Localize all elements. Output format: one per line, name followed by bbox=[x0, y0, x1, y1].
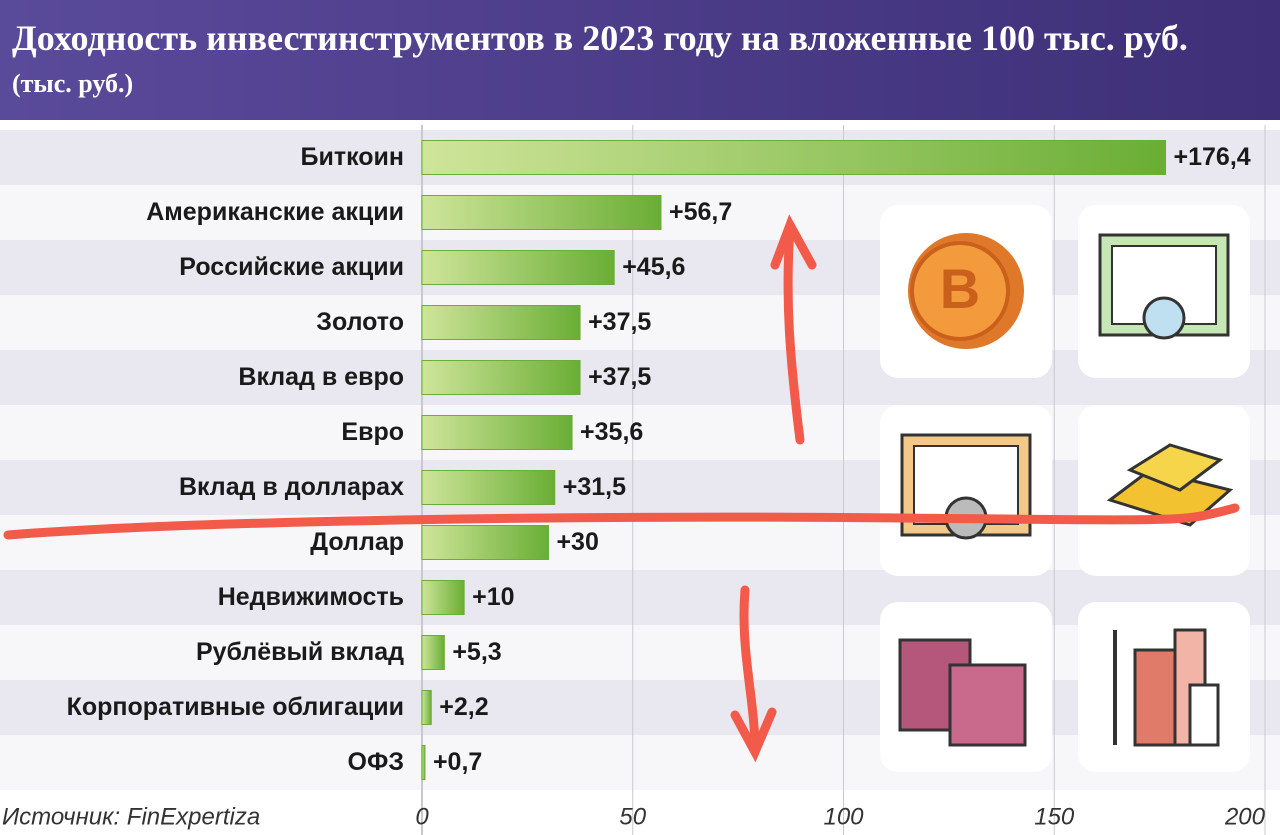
annotation-lines bbox=[3, 214, 1240, 763]
category-label: Российские акции bbox=[179, 253, 404, 281]
value-label: +176,4 bbox=[1174, 143, 1251, 171]
chart-subtitle: (тыс. руб.) bbox=[12, 69, 133, 98]
value-label: +31,5 bbox=[563, 473, 626, 501]
row-band bbox=[0, 460, 1280, 515]
bar bbox=[421, 690, 432, 725]
row-band bbox=[0, 240, 1280, 295]
bar bbox=[421, 140, 1167, 175]
bar bbox=[421, 415, 573, 450]
category-label: Вклад в евро bbox=[238, 363, 404, 391]
icons: B bbox=[880, 205, 1250, 772]
row-band bbox=[0, 570, 1280, 625]
x-tick-label: 150 bbox=[1034, 803, 1075, 830]
category-label: Доллар bbox=[310, 528, 404, 556]
value-label: +56,7 bbox=[669, 198, 732, 226]
source: Источник: FinExpertiza bbox=[2, 803, 260, 830]
x-tick-label: 0 bbox=[415, 803, 429, 830]
row-band bbox=[0, 350, 1280, 405]
svg-text:B: B bbox=[940, 257, 980, 320]
category-label: Вклад в долларах bbox=[179, 473, 404, 501]
bar bbox=[421, 635, 445, 670]
category-label: Евро bbox=[341, 418, 404, 446]
value-label: +30 bbox=[556, 528, 598, 556]
header bbox=[0, 0, 1280, 120]
bar bbox=[421, 525, 549, 560]
value-label: +45,6 bbox=[622, 253, 685, 281]
category-label: Корпоративные облигации bbox=[67, 693, 404, 721]
category-label: Золото bbox=[316, 308, 404, 336]
row-band bbox=[0, 405, 1280, 460]
x-tick-label: 200 bbox=[1224, 803, 1266, 830]
category-label: ОФЗ bbox=[348, 748, 404, 776]
category-label: Американские акции bbox=[146, 198, 404, 226]
value-label: +35,6 bbox=[580, 418, 643, 446]
row-band bbox=[0, 625, 1280, 680]
category-label: Рублёвый вклад bbox=[196, 638, 404, 666]
value-label: +5,3 bbox=[452, 638, 501, 666]
value-label: +0,7 bbox=[433, 748, 482, 776]
x-tick-label: 50 bbox=[619, 803, 646, 830]
row-band bbox=[0, 680, 1280, 735]
bar bbox=[421, 745, 426, 780]
bar bbox=[421, 360, 581, 395]
chart-title: Доходность инвестинструментов в 2023 год… bbox=[12, 18, 1188, 58]
value-label: +10 bbox=[472, 583, 514, 611]
category-label: Биткоин bbox=[300, 143, 404, 171]
value-label: +2,2 bbox=[439, 693, 488, 721]
bar bbox=[421, 580, 465, 615]
bar bbox=[421, 305, 581, 340]
row-band bbox=[0, 295, 1280, 350]
value-label: +37,5 bbox=[588, 308, 651, 336]
bar bbox=[421, 250, 615, 285]
category-label: Недвижимость bbox=[218, 583, 404, 611]
bar bbox=[421, 470, 556, 505]
row-band bbox=[0, 735, 1280, 790]
bar bbox=[421, 195, 662, 230]
x-tick-label: 100 bbox=[823, 803, 864, 830]
value-label: +37,5 bbox=[588, 363, 651, 391]
